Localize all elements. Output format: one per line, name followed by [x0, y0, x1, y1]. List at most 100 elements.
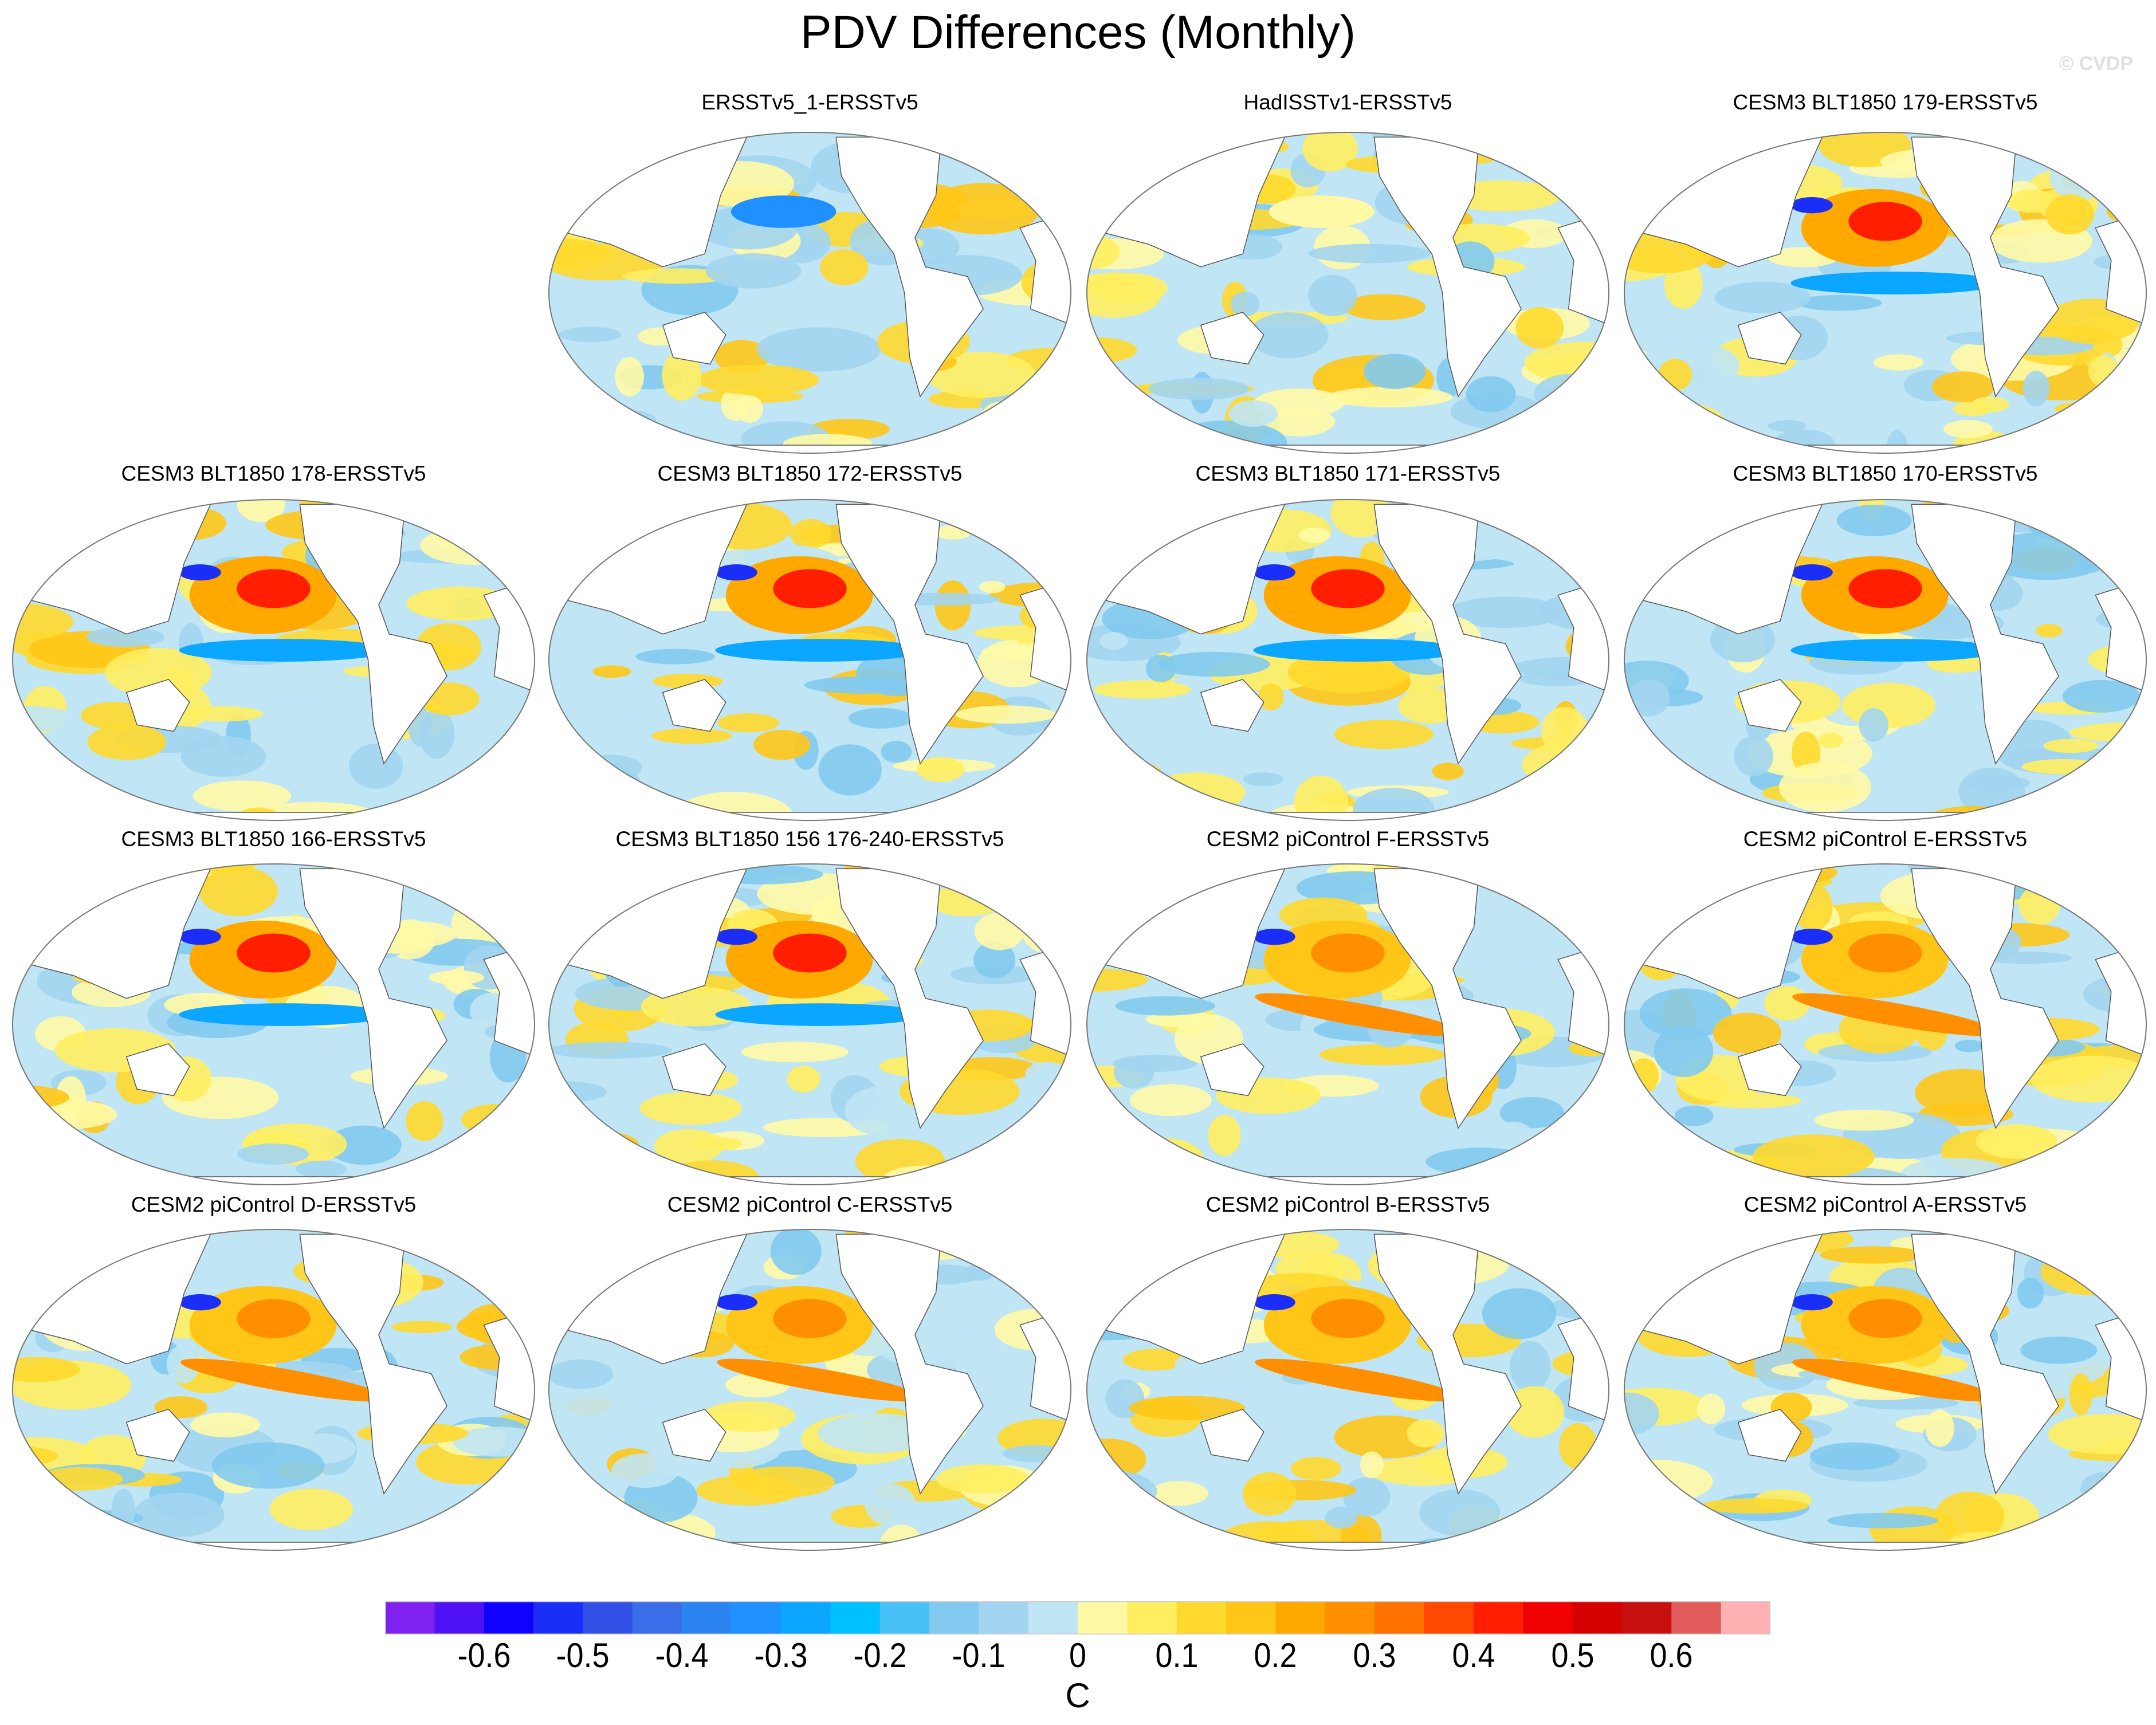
- map-border: [548, 499, 1071, 821]
- anomaly-contour: [15, 1099, 117, 1129]
- anomaly-contour: [425, 800, 531, 816]
- land-mass: [662, 1043, 726, 1097]
- anomaly-contour: [1971, 396, 2009, 412]
- land-mass: [1911, 136, 2059, 398]
- anomaly-contour: [2065, 1510, 2146, 1529]
- colorbar-swatch: [1275, 1601, 1326, 1634]
- anomaly-contour: [1444, 966, 1557, 996]
- anomaly-contour: [1848, 1299, 1922, 1338]
- land-mass: [1737, 312, 1802, 365]
- anomaly-contour: [497, 1170, 535, 1185]
- map-panel: [12, 863, 535, 1185]
- colorbar-swatch: [484, 1601, 534, 1634]
- colorbar-tick-label: -0.4: [655, 1636, 709, 1675]
- anomaly-contour: [549, 1512, 599, 1550]
- anomaly-contour: [1697, 1393, 1726, 1424]
- colorbar: [385, 1601, 1770, 1634]
- anomaly-contour: [2002, 432, 2113, 453]
- anomaly-contour: [654, 1129, 724, 1164]
- colorbar-tick-label: 0.1: [1155, 1636, 1199, 1675]
- anomaly-contour: [974, 912, 1025, 950]
- anomaly-contour: [1269, 195, 1375, 228]
- anomaly-contour: [1027, 519, 1071, 553]
- anomaly-contour: [549, 1042, 672, 1059]
- anomaly-contour: [1087, 160, 1125, 199]
- land-mass: [835, 504, 984, 765]
- anomaly-contour: [562, 391, 616, 443]
- anomaly-contour: [179, 929, 221, 945]
- anomaly-contour: [1003, 1133, 1071, 1169]
- anomaly-contour: [630, 435, 683, 453]
- anomaly-contour: [1124, 1138, 1205, 1183]
- anomaly-contour: [696, 1475, 800, 1506]
- anomaly-contour: [25, 500, 93, 536]
- anomaly-contour: [1505, 431, 1533, 453]
- anomaly-contour: [1087, 1236, 1192, 1249]
- anomaly-contour: [1714, 281, 1811, 313]
- anomaly-contour: [486, 1118, 535, 1151]
- anomaly-contour: [984, 784, 1071, 820]
- anomaly-contour: [1796, 294, 1882, 311]
- anomaly-contour: [1108, 864, 1162, 874]
- anomaly-contour: [2006, 190, 2058, 213]
- anomaly-contour: [1242, 1472, 1297, 1516]
- colorbar-swatch: [1226, 1601, 1276, 1634]
- colorbar-swatch: [731, 1601, 781, 1634]
- land-mass: [1373, 136, 1522, 398]
- anomaly-contour: [1360, 1451, 1384, 1479]
- anomaly-contour: [1087, 156, 1148, 194]
- anomaly-contour: [1935, 1491, 2005, 1542]
- map-panel: [548, 499, 1071, 821]
- anomaly-contour: [1859, 708, 1888, 742]
- anomaly-contour: [391, 1321, 453, 1333]
- map-panel: [1624, 863, 2147, 1185]
- colorbar-swatch: [879, 1601, 930, 1634]
- anomaly-contour: [1510, 864, 1593, 907]
- anomaly-contour: [549, 1499, 618, 1524]
- panel-title: CESM3 BLT1850 171-ERSSTv5: [1195, 462, 1501, 485]
- anomaly-contour: [1253, 1294, 1295, 1311]
- land-mass: [1911, 1233, 2059, 1495]
- anomaly-contour: [929, 885, 1003, 917]
- anomaly-contour: [181, 706, 264, 722]
- anomaly-contour: [1734, 736, 1774, 776]
- anomaly-contour: [1768, 420, 1807, 432]
- anomaly-contour: [1325, 1506, 1358, 1528]
- anomaly-contour: [2035, 623, 2063, 638]
- anomaly-contour: [2077, 763, 2146, 785]
- anomaly-contour: [1790, 272, 2001, 294]
- anomaly-contour: [1124, 776, 1178, 810]
- anomaly-contour: [1311, 1299, 1385, 1338]
- anomaly-contour: [1820, 1246, 1925, 1264]
- map-panel: [548, 1229, 1071, 1551]
- anomaly-contour: [1093, 147, 1148, 167]
- anomaly-contour: [736, 395, 763, 423]
- anomaly-contour: [1298, 527, 1330, 543]
- anomaly-contour: [1525, 500, 1609, 546]
- anomaly-contour: [662, 350, 702, 401]
- land-mass: [299, 868, 447, 1129]
- colorbar-swatch: [533, 1601, 583, 1634]
- anomaly-contour: [1258, 683, 1284, 711]
- anomaly-contour: [1628, 679, 1670, 717]
- anomaly-contour: [1099, 632, 1128, 650]
- anomaly-contour: [1327, 387, 1453, 408]
- anomaly-contour: [1778, 762, 1871, 812]
- anomaly-contour: [1885, 430, 1909, 453]
- anomaly-contour: [979, 580, 1006, 594]
- land-mass: [1373, 868, 1522, 1129]
- anomaly-contour: [461, 1103, 535, 1135]
- anomaly-contour: [1848, 933, 1922, 973]
- anomaly-contour: [717, 1358, 924, 1402]
- anomaly-contour: [1290, 1457, 1341, 1480]
- map-border: [12, 499, 535, 821]
- anomaly-contour: [1087, 272, 1161, 318]
- anomaly-contour: [1637, 874, 1713, 912]
- anomaly-contour: [81, 702, 148, 729]
- anomaly-contour: [2018, 885, 2060, 925]
- anomaly-contour: [1672, 1229, 1734, 1240]
- anomaly-contour: [935, 525, 972, 540]
- anomaly-contour: [549, 1231, 648, 1243]
- colorbar-swatch: [1078, 1601, 1128, 1634]
- colorbar-swatch: [1375, 1601, 1424, 1634]
